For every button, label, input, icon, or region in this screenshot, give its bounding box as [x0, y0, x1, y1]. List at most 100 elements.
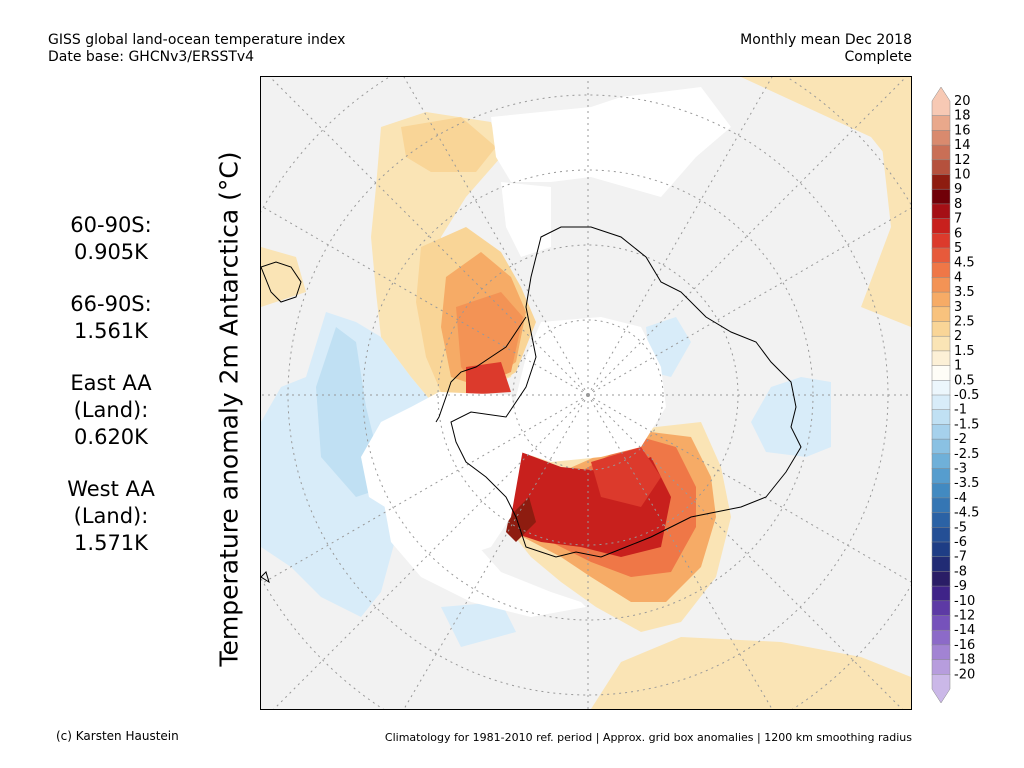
warm-plume-hotspot	[466, 362, 511, 395]
colorbar-tick-label: -7	[954, 550, 967, 565]
colorbar-tick-label: -16	[954, 638, 975, 653]
colorbar-tick-label: 1	[954, 359, 962, 374]
colorbar-swatch	[931, 600, 951, 617]
colorbar-tick-label: 0.5	[954, 373, 975, 388]
colorbar-tick-label: 9	[954, 182, 962, 197]
colorbar-swatch	[931, 629, 951, 646]
stat-line: 0.620K	[74, 425, 148, 449]
database-label: Date base: GHCNv3/ERSSTv4	[48, 49, 255, 65]
colorbar-swatch	[931, 585, 951, 602]
missing-sector-southwest	[381, 477, 586, 617]
colorbar-tick-label: -18	[954, 653, 975, 668]
chart-title: GISS global land-ocean temperature index	[48, 32, 346, 48]
colorbar-swatch	[931, 247, 951, 264]
colorbar-tick-label: 3	[954, 300, 962, 315]
colorbar-tick-label: -6	[954, 535, 967, 550]
colorbar-tick-label: -4.5	[954, 506, 979, 521]
colorbar-tick-label: -5	[954, 520, 967, 535]
stat-block: East AA (Land): 0.620K	[56, 370, 166, 451]
footnote-label: Climatology for 1981-2010 ref. period | …	[384, 731, 912, 744]
stat-block: 60-90S: 0.905K	[56, 212, 166, 266]
colorbar-swatch	[931, 306, 951, 323]
colorbar-swatch	[931, 453, 951, 470]
colorbar-tick-label: -10	[954, 594, 975, 609]
stat-line: (Land):	[73, 398, 149, 422]
colorbar-swatch	[931, 130, 951, 146]
anomaly-patch-west-tip	[261, 247, 306, 307]
colorbar-tick-label: 8	[954, 197, 962, 212]
colorbar-swatch	[931, 291, 951, 308]
colorbar-tick-label: 16	[954, 123, 971, 138]
status-label: Complete	[844, 49, 912, 65]
colorbar-swatch	[931, 497, 951, 514]
colorbar-swatch	[931, 512, 951, 529]
stat-line: East AA	[70, 371, 152, 395]
colorbar-swatch	[931, 541, 951, 558]
warm-ross-max	[506, 497, 536, 542]
regional-stats: 60-90S: 0.905K 66-90S: 1.561K East AA (Land):…	[56, 212, 166, 582]
anomaly-patch-south	[591, 637, 911, 709]
colorbar-swatch	[931, 571, 951, 587]
stat-line: 1.571K	[74, 531, 148, 555]
colorbar-swatch	[931, 350, 951, 367]
colorbar-tick-label: -3.5	[954, 476, 979, 491]
colorbar-swatch	[931, 674, 951, 704]
warm-ross-extra	[591, 447, 661, 507]
colorbar-svg: 201816141210987654.543.532.521.510.5-0.5…	[931, 86, 979, 704]
period-label: Monthly mean Dec 2018	[740, 32, 912, 48]
colorbar-swatch	[931, 365, 951, 382]
colorbar-tick-label: -20	[954, 667, 975, 682]
colorbar-tick-label: 6	[954, 226, 962, 241]
colorbar-swatch	[931, 424, 951, 440]
colorbar-tick-label: -14	[954, 623, 975, 638]
header-right: Monthly mean Dec 2018 Complete	[740, 32, 912, 66]
colorbar-tick-label: 5	[954, 241, 962, 256]
colorbar-tick-label: 12	[954, 153, 971, 168]
colorbar-swatch	[931, 556, 951, 573]
anomaly-patch-ne-corner	[741, 77, 911, 187]
credit-label: (c) Karsten Haustein	[56, 729, 179, 743]
map-svg	[261, 77, 911, 709]
colorbar-tick-label: 4.5	[954, 256, 975, 271]
south-america-coastline	[261, 261, 302, 303]
colorbar-tick-label: 18	[954, 109, 971, 124]
peninsula-coastline	[435, 316, 527, 423]
colorbar-swatch	[931, 659, 951, 676]
colorbar-tick-label: -9	[954, 579, 967, 594]
y-axis-label: Temperature anomaly 2m Antarctica (°C)	[214, 151, 244, 667]
warm-plume-north	[401, 117, 496, 172]
colorbar-swatch	[931, 468, 951, 484]
colorbar-tick-label: -1.5	[954, 417, 979, 432]
colorbar-tick-label: -3	[954, 462, 967, 477]
colorbar-tick-label: 2	[954, 329, 962, 344]
colorbar-swatch	[931, 174, 951, 190]
stat-line: 0.905K	[74, 240, 148, 264]
colorbar-swatch	[931, 527, 951, 543]
header-left: GISS global land-ocean temperature index…	[48, 32, 345, 66]
colorbar-swatch	[931, 159, 951, 176]
antarctica-coastline	[450, 226, 802, 558]
colorbar-swatch	[931, 482, 951, 499]
stat-line: 1.561K	[74, 319, 148, 343]
colorbar-swatch	[931, 188, 951, 205]
colorbar-tick-label: -2	[954, 432, 967, 447]
colorbar-swatch	[931, 277, 951, 293]
colorbar-swatch	[931, 115, 951, 132]
stat-line: 60-90S:	[70, 213, 152, 237]
colorbar-tick-label: -0.5	[954, 388, 979, 403]
graticule	[261, 77, 911, 709]
missing-sector-pole	[511, 317, 666, 462]
colorbar: 20 18 16 14 12 10 9 8 7 6 5 4.5 4 3.5 3 2.5 2 1.5 1 0.5 -0.5…	[930, 85, 1020, 705]
colorbar-swatch	[931, 438, 951, 455]
colorbar-tick-label: -1	[954, 403, 967, 418]
colorbar-tick-label: -8	[954, 564, 967, 579]
colorbar-swatch	[931, 218, 951, 235]
colorbar-tick-label: -12	[954, 609, 975, 624]
warm-plume-core	[456, 292, 523, 387]
polar-anomaly-map	[260, 76, 912, 710]
colorbar-swatch	[931, 144, 951, 161]
island-outline	[261, 571, 270, 584]
colorbar-swatch	[931, 233, 951, 249]
missing-sector-north	[491, 87, 731, 197]
colorbar-tick-label: 20	[954, 94, 971, 109]
